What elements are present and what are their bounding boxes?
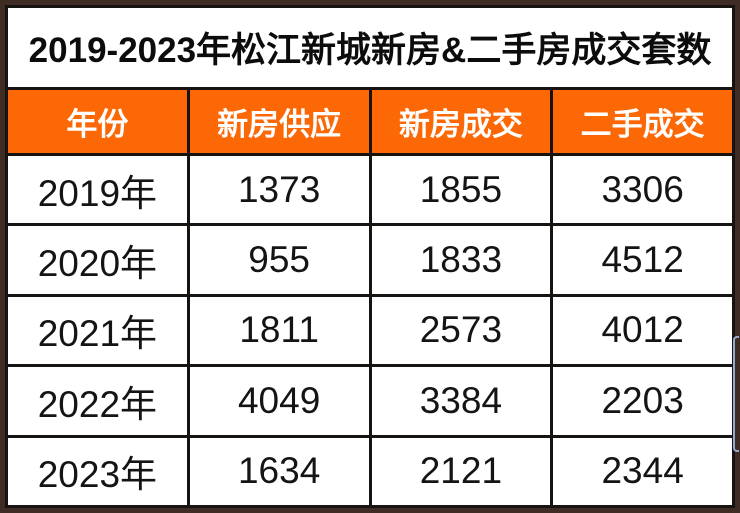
table-row: 2021年 1811 2573 4012 [5, 293, 735, 368]
new-supply-cell: 955 [186, 223, 372, 297]
header-new-deals: 新房成交 [368, 87, 554, 156]
new-deals-cell: 2121 [368, 434, 554, 509]
year-cell: 2022年 [5, 364, 190, 438]
header-new-supply: 新房供应 [186, 87, 372, 156]
transactions-table: 2019-2023年松江新城新房&二手房成交套数 年份 新房供应 新房成交 二手… [5, 5, 735, 509]
header-year: 年份 [5, 87, 190, 156]
secondhand-deals-cell: 4512 [550, 223, 735, 297]
header-row: 年份 新房供应 新房成交 二手成交 [5, 87, 735, 156]
table-title: 2019-2023年松江新城新房&二手房成交套数 [5, 5, 735, 90]
table-row: 2022年 4049 3384 2203 [5, 364, 735, 438]
new-deals-cell: 3384 [368, 364, 554, 438]
new-supply-cell: 1811 [186, 293, 372, 368]
new-supply-cell: 1373 [186, 152, 372, 227]
new-deals-cell: 2573 [368, 293, 554, 368]
year-cell: 2019年 [5, 152, 190, 227]
table-row: 2023年 1634 2121 2344 [5, 434, 735, 509]
new-deals-cell: 1833 [368, 223, 554, 297]
new-deals-cell: 1855 [368, 152, 554, 227]
secondhand-deals-cell: 4012 [550, 293, 735, 368]
secondhand-deals-cell: 3306 [550, 152, 735, 227]
secondhand-deals-cell: 2203 [550, 364, 735, 438]
table-row: 2020年 955 1833 4512 [5, 223, 735, 297]
table-row: 2019年 1373 1855 3306 [5, 152, 735, 227]
year-cell: 2023年 [5, 434, 190, 509]
new-supply-cell: 4049 [186, 364, 372, 438]
header-secondhand-deals: 二手成交 [550, 87, 735, 156]
year-cell: 2021年 [5, 293, 190, 368]
year-cell: 2020年 [5, 223, 190, 297]
title-row: 2019-2023年松江新城新房&二手房成交套数 [5, 5, 735, 90]
new-supply-cell: 1634 [186, 434, 372, 509]
secondhand-deals-cell: 2344 [550, 434, 735, 509]
